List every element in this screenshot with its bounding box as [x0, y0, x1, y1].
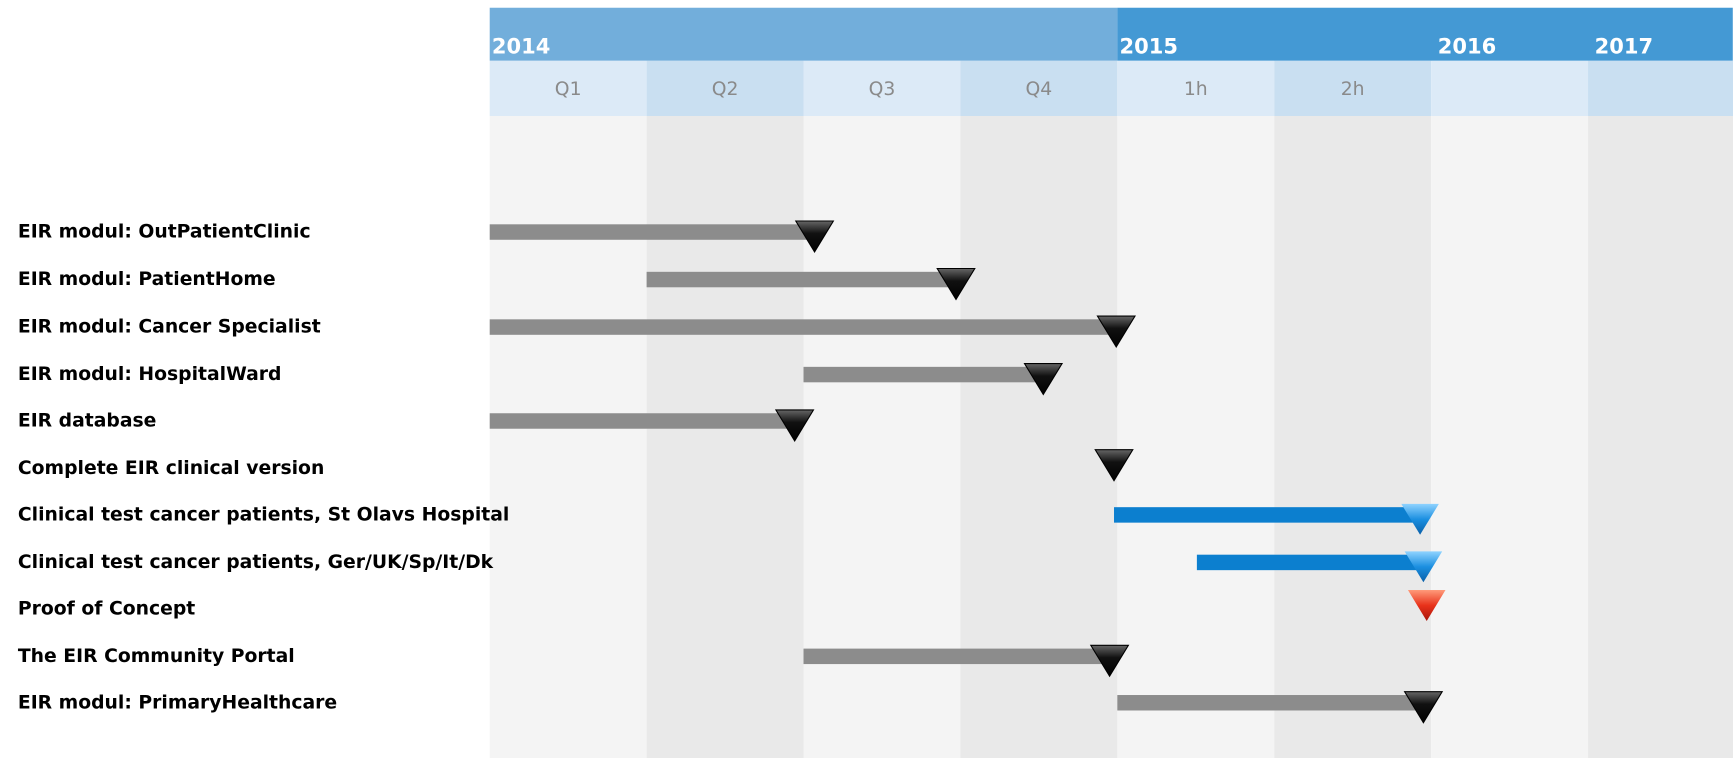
row-label: Complete EIR clinical version	[18, 458, 324, 479]
period-label: Q1	[555, 79, 582, 100]
column	[1588, 116, 1733, 758]
row-label: EIR modul: OutPatientClinic	[18, 222, 311, 243]
task-bar	[1117, 695, 1424, 711]
row-label: Clinical test cancer patients, St Olavs …	[18, 504, 509, 525]
period-cell	[1431, 60, 1589, 117]
period-cell	[646, 60, 804, 117]
task-bar	[803, 366, 1044, 383]
milestone	[1023, 362, 1064, 396]
period-label: 1h	[1184, 79, 1208, 100]
milestone	[794, 220, 835, 253]
row-label: Clinical test cancer patients, Ger/UK/Sp…	[18, 552, 494, 573]
column	[646, 116, 804, 758]
period-cell	[489, 60, 647, 117]
period-label: 2h	[1341, 79, 1365, 100]
milestone	[1404, 551, 1443, 583]
task-bar	[489, 319, 1117, 335]
column	[489, 116, 647, 758]
row-label: EIR modul: Cancer Specialist	[18, 317, 321, 338]
period-label: Q3	[869, 79, 896, 100]
year-label: 2014	[492, 35, 550, 59]
task-bar	[1114, 507, 1421, 523]
year-label: 2016	[1438, 35, 1496, 59]
task-bar	[803, 648, 1110, 665]
period-cell	[803, 60, 961, 117]
period-cell	[1117, 60, 1275, 117]
milestone	[1089, 644, 1130, 678]
column	[1117, 116, 1275, 758]
row-label: The EIR Community Portal	[18, 646, 295, 667]
milestone	[936, 267, 976, 301]
row-label: EIR modul: HospitalWard	[18, 364, 282, 385]
row-label: Proof of Concept	[18, 598, 195, 619]
milestone	[1407, 590, 1446, 621]
year-band	[489, 7, 1118, 61]
task-bar	[489, 413, 795, 429]
milestone	[1401, 503, 1439, 535]
year-band	[1117, 7, 1733, 61]
milestone	[1403, 691, 1444, 724]
task-bar	[1196, 554, 1424, 571]
period-cell	[1588, 60, 1733, 117]
row-label: EIR modul: PrimaryHealthcare	[18, 692, 337, 713]
column	[1274, 116, 1432, 758]
milestone	[774, 409, 815, 442]
milestone	[1094, 449, 1134, 482]
period-label: Q2	[712, 79, 739, 100]
timeline-marks: EIR modul: OutPatientClinic EIR modul: Pa…	[18, 220, 1446, 724]
column	[1431, 116, 1589, 758]
year-label: 2017	[1595, 35, 1653, 59]
task-bar	[489, 224, 815, 240]
row-label: EIR database	[18, 410, 157, 431]
period-cell	[960, 60, 1118, 117]
row-label: EIR modul: PatientHome	[18, 269, 276, 290]
milestone	[1096, 315, 1136, 349]
task-bar	[646, 271, 957, 288]
period-label: Q4	[1026, 79, 1053, 100]
period-cell	[1274, 60, 1432, 117]
year-label: 2015	[1120, 35, 1178, 59]
